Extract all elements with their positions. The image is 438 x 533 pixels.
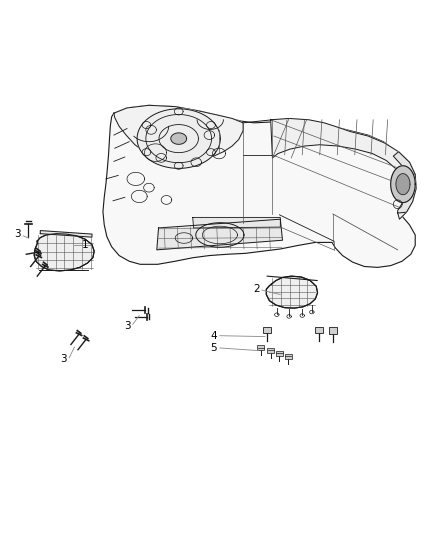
Polygon shape (271, 118, 416, 219)
Text: 3: 3 (124, 321, 131, 330)
Text: 4: 4 (210, 330, 217, 341)
Polygon shape (171, 133, 187, 144)
FancyBboxPatch shape (263, 327, 271, 333)
Text: 3: 3 (60, 354, 67, 365)
FancyBboxPatch shape (267, 348, 274, 353)
FancyBboxPatch shape (329, 327, 337, 334)
FancyBboxPatch shape (315, 327, 323, 333)
FancyBboxPatch shape (257, 345, 264, 350)
Text: 1: 1 (82, 240, 89, 251)
Polygon shape (103, 106, 415, 268)
Polygon shape (396, 174, 410, 195)
Polygon shape (114, 106, 243, 160)
Polygon shape (40, 231, 92, 237)
FancyBboxPatch shape (285, 354, 292, 359)
Polygon shape (266, 276, 318, 308)
Polygon shape (393, 152, 416, 213)
Text: 2: 2 (253, 284, 260, 294)
Polygon shape (34, 233, 94, 271)
Text: 5: 5 (210, 343, 217, 353)
Polygon shape (193, 217, 280, 228)
Polygon shape (391, 166, 415, 203)
FancyBboxPatch shape (276, 351, 283, 356)
Polygon shape (157, 219, 283, 250)
Polygon shape (137, 109, 220, 168)
Text: 3: 3 (14, 229, 21, 239)
